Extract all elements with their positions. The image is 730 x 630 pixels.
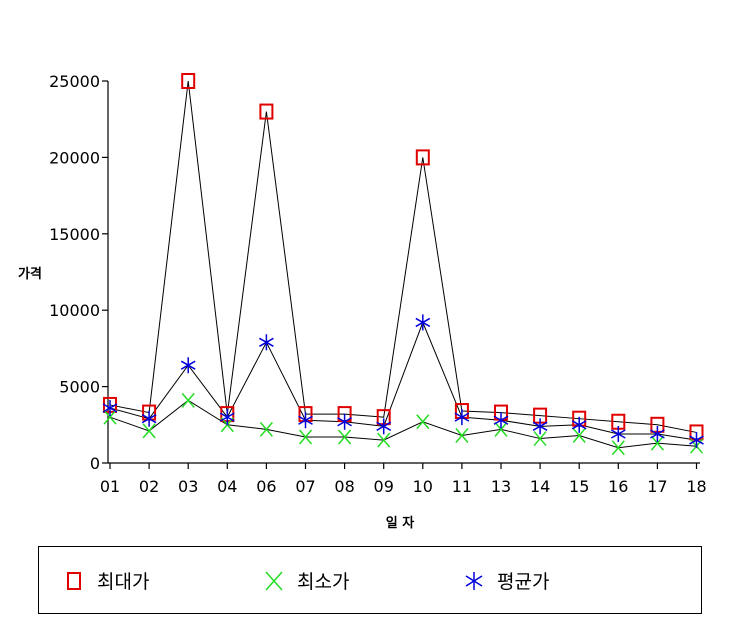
star-marker — [610, 425, 626, 442]
legend-item-max: 최대가 — [63, 567, 149, 594]
x-tick-label: 07 — [295, 477, 315, 496]
legend-item-avg: 평균가 — [463, 567, 549, 594]
series-line-3 — [109, 321, 697, 441]
square-marker — [181, 73, 196, 89]
star-marker — [454, 409, 470, 426]
x-tick-label: 01 — [100, 477, 120, 496]
star-marker — [493, 412, 509, 429]
star-marker — [689, 432, 704, 449]
y-tick-label: 20000 — [49, 148, 100, 167]
x-tick-label: 03 — [178, 477, 198, 496]
series-markers — [102, 73, 704, 456]
star-marker-icon — [465, 571, 483, 590]
x-marker — [298, 429, 313, 445]
x-tick-label: 06 — [256, 477, 276, 496]
y-tick-label: 5000 — [59, 378, 100, 397]
square-marker — [415, 149, 430, 166]
star-marker — [650, 425, 665, 442]
x-marker — [533, 431, 547, 447]
x-marker-icon — [265, 571, 283, 590]
x-tick-label: 18 — [686, 477, 706, 496]
series-line-2 — [109, 399, 697, 449]
x-tick-label: 14 — [530, 477, 550, 496]
square-marker — [259, 103, 274, 120]
star-marker — [180, 357, 196, 374]
x-tick-label: 17 — [647, 477, 667, 496]
x-tick-label: 13 — [491, 477, 511, 496]
x-tick-label: 15 — [569, 477, 589, 496]
star-marker — [102, 399, 118, 416]
star-marker — [141, 410, 157, 427]
legend-item-min: 최소가 — [263, 567, 349, 594]
legend-label-avg: 평균가 — [497, 571, 550, 593]
x-axis-title: 일 자 — [386, 516, 414, 531]
x-tick-label: 09 — [374, 477, 394, 496]
x-marker — [611, 440, 625, 456]
axes: 0 5000 10000 15000 20000 25000 01 02 03 04 06 07 08 0… — [49, 72, 707, 496]
x-tick-label: 11 — [452, 477, 472, 496]
y-tick-label: 15000 — [49, 225, 100, 244]
legend-label-max: 최대가 — [97, 571, 150, 593]
star-marker — [532, 418, 548, 435]
star-marker — [219, 409, 235, 426]
y-tick-label: 25000 — [49, 72, 100, 91]
x-marker — [572, 428, 586, 443]
star-marker — [298, 412, 313, 429]
series-line-1 — [109, 80, 697, 433]
star-marker — [337, 413, 352, 430]
star-marker — [376, 418, 392, 435]
x-tick-label: 04 — [217, 477, 237, 496]
square-marker-icon — [67, 571, 81, 590]
star-marker — [259, 334, 274, 351]
y-tick-label: 0 — [90, 454, 100, 473]
x-marker — [416, 414, 430, 430]
y-tick-label: 10000 — [49, 301, 100, 320]
x-marker — [181, 392, 195, 408]
star-marker — [415, 314, 431, 331]
x-marker — [259, 421, 273, 437]
x-marker — [142, 423, 156, 439]
legend-label-min: 최소가 — [297, 571, 350, 593]
x-marker — [103, 409, 117, 425]
x-marker — [494, 421, 508, 437]
x-tick-label: 16 — [608, 477, 628, 496]
y-axis-title: 가격 — [18, 267, 42, 282]
x-marker — [338, 429, 352, 445]
x-tick-label: 10 — [413, 477, 433, 496]
series-lines — [109, 80, 697, 449]
x-marker — [377, 432, 391, 448]
x-marker — [650, 435, 664, 451]
x-marker — [455, 428, 469, 443]
star-marker — [571, 416, 587, 433]
x-tick-label: 02 — [139, 477, 159, 496]
x-tick-label: 08 — [334, 477, 354, 496]
legend: 최대가 최소가 평균가 — [38, 546, 702, 614]
